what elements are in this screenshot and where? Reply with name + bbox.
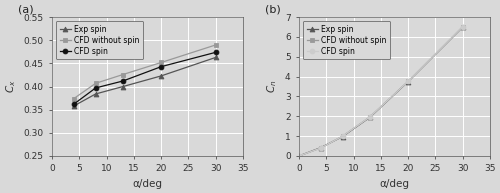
Line: CFD spin: CFD spin: [72, 50, 218, 107]
CFD spin: [92, 87, 98, 89]
Exp spin: [71, 105, 77, 107]
Legend: Exp spin, CFD without spin, CFD spin: Exp spin, CFD without spin, CFD spin: [303, 21, 390, 59]
CFD without spin: [405, 80, 411, 83]
Line: CFD spin: CFD spin: [296, 24, 465, 158]
Exp spin: [120, 85, 126, 88]
CFD spin: [340, 135, 345, 137]
Legend: Exp spin, CFD without spin, CFD spin: Exp spin, CFD without spin, CFD spin: [56, 21, 144, 59]
Exp spin: [213, 56, 219, 58]
CFD spin: [405, 80, 411, 83]
CFD without spin: [460, 25, 466, 28]
CFD without spin: [367, 116, 373, 118]
CFD spin: [367, 116, 373, 118]
CFD spin: [158, 65, 164, 68]
CFD spin: [318, 147, 324, 149]
CFD without spin: [213, 44, 219, 46]
CFD without spin: [296, 155, 302, 157]
CFD spin: [120, 80, 126, 82]
Exp spin: [405, 80, 411, 83]
Line: CFD without spin: CFD without spin: [72, 42, 218, 101]
Text: (a): (a): [18, 4, 33, 14]
CFD without spin: [158, 61, 164, 64]
Line: Exp spin: Exp spin: [296, 25, 465, 158]
X-axis label: α/deg: α/deg: [132, 179, 162, 189]
CFD spin: [460, 25, 466, 28]
X-axis label: α/deg: α/deg: [380, 179, 410, 189]
CFD without spin: [318, 147, 324, 149]
Exp spin: [92, 93, 98, 95]
Exp spin: [318, 146, 324, 149]
Line: Exp spin: Exp spin: [72, 55, 218, 108]
CFD spin: [296, 155, 302, 157]
Exp spin: [296, 155, 302, 157]
Text: (b): (b): [264, 4, 280, 14]
Exp spin: [367, 116, 373, 119]
CFD without spin: [71, 97, 77, 100]
Y-axis label: $C_x$: $C_x$: [4, 80, 18, 93]
CFD spin: [213, 51, 219, 53]
CFD spin: [71, 103, 77, 105]
CFD without spin: [340, 135, 345, 137]
Exp spin: [460, 26, 466, 28]
Line: CFD without spin: CFD without spin: [296, 24, 465, 158]
Exp spin: [340, 135, 345, 138]
CFD without spin: [92, 82, 98, 85]
Exp spin: [158, 75, 164, 77]
CFD without spin: [120, 73, 126, 76]
Y-axis label: $C_n$: $C_n$: [266, 80, 280, 93]
